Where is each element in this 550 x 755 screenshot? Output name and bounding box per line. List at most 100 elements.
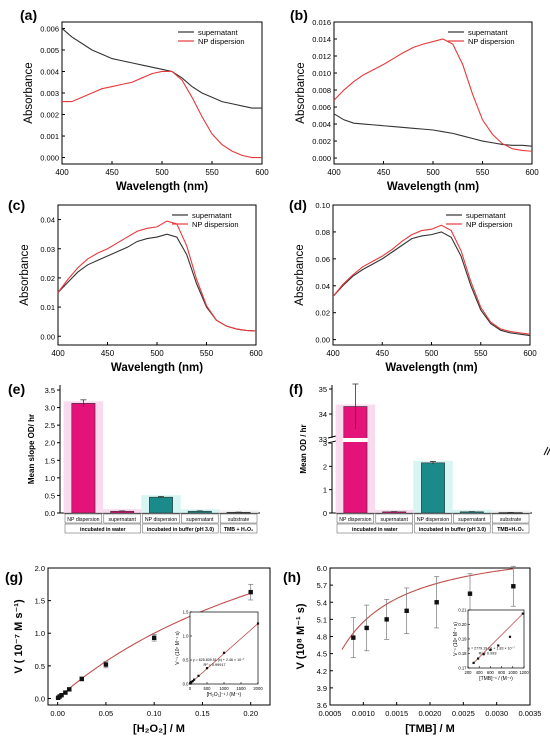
legend-entry: NP dispersion bbox=[192, 220, 239, 229]
y-tick-label: 0.008 bbox=[312, 86, 331, 95]
inset-point bbox=[197, 674, 200, 677]
y-tick-label: 0 bbox=[323, 509, 327, 518]
y-axis-label: Mean slope OD/ hr bbox=[27, 414, 36, 484]
y-axis-label: Absorbance bbox=[23, 62, 35, 123]
inset-y-tick-label: 0.17 bbox=[458, 666, 467, 671]
series-line bbox=[332, 224, 531, 335]
group-box bbox=[336, 523, 413, 534]
category-box bbox=[142, 513, 180, 524]
y-tick-label: 4.8 bbox=[317, 633, 327, 642]
inset-fit-line bbox=[473, 613, 524, 664]
category-label: supernatant bbox=[380, 517, 408, 523]
group-label: incubated in buffer (pH 3.0) bbox=[147, 527, 214, 533]
y-axis-label: Absorbance bbox=[295, 62, 307, 123]
legend-entry: supernatant bbox=[468, 28, 509, 37]
data-point bbox=[248, 589, 253, 595]
category-label: NP dispersion bbox=[417, 517, 449, 523]
inset-y-tick-label: 0.21 bbox=[458, 608, 467, 613]
category-box bbox=[491, 513, 530, 524]
y-tick-label: 2.0 bbox=[35, 564, 45, 573]
inset-x-tick-label: 400 bbox=[476, 670, 484, 675]
group-label: incubated in buffer (pH 3.0) bbox=[419, 527, 486, 533]
inset-x-tick-label: 800 bbox=[498, 670, 506, 675]
inset-r2: R² = 0.99917 bbox=[204, 663, 226, 667]
inset-point bbox=[191, 680, 194, 683]
x-tick-label: 500 bbox=[425, 349, 439, 358]
x-tick-label: 600 bbox=[249, 349, 263, 358]
panel-label: (d) bbox=[289, 197, 307, 213]
category-box bbox=[219, 513, 258, 524]
legend-entry: NP dispersion bbox=[468, 37, 515, 46]
inset-y-tick-label: 0.19 bbox=[458, 637, 467, 642]
inset-frame bbox=[467, 609, 525, 669]
series-line bbox=[57, 220, 257, 332]
inset-point bbox=[256, 622, 260, 625]
x-axis-label: Wavelength (nm) bbox=[385, 362, 477, 374]
panel-b: (b) 400 450 500 550 600 0.000 0.002 0.004 0.006 0.… bbox=[290, 7, 539, 193]
y-tick-label: 0.006 bbox=[40, 24, 59, 33]
panel-e: (e) 0.0 0.5 1.0 1.5 2.0 2.5 3.0 3.5 Mean slope OD… bbox=[8, 381, 260, 534]
x-tick-label: 0.0005 bbox=[319, 709, 342, 718]
y-tick-label: 3.9 bbox=[317, 684, 327, 693]
panel-label: (g) bbox=[5, 569, 23, 585]
data-point bbox=[467, 591, 473, 596]
y-tick-label: 6.0 bbox=[317, 564, 327, 573]
group-box bbox=[64, 523, 141, 534]
data-point bbox=[79, 676, 84, 682]
inset-y-tick-label: 1.5 bbox=[183, 610, 189, 615]
y-tick-label: 0.08 bbox=[315, 228, 330, 237]
data-point bbox=[63, 690, 68, 695]
y-tick-label: 0.0 bbox=[45, 509, 55, 518]
y-tick-label: 0.00 bbox=[315, 336, 330, 345]
y-tick-label: 0.00 bbox=[40, 332, 55, 341]
inset-x-tick-label: 600 bbox=[487, 670, 495, 675]
x-tick-label: 0.0035 bbox=[519, 709, 542, 718]
y-tick-label: 0.001 bbox=[40, 132, 59, 141]
x-tick-label: 0.0015 bbox=[385, 709, 408, 718]
y-tick-label: 4.5 bbox=[317, 650, 327, 659]
y-tick-label: 1.5 bbox=[35, 597, 45, 606]
x-tick-label: 400 bbox=[326, 349, 340, 358]
category-box bbox=[453, 513, 491, 524]
x-tick-label: 550 bbox=[200, 349, 214, 358]
inset-frame bbox=[189, 611, 259, 685]
x-axis-label: Wavelength (nm) bbox=[111, 362, 203, 374]
x-axis-label: [TMB] / M bbox=[405, 723, 454, 735]
y-tick-label: 0.02 bbox=[40, 274, 55, 283]
x-tick-label: 400 bbox=[51, 349, 65, 358]
x-tick-label: 600 bbox=[255, 168, 269, 177]
group-box bbox=[491, 523, 530, 534]
series-line bbox=[57, 233, 257, 332]
bar-halo bbox=[490, 510, 531, 513]
y-tick-label: 0.03 bbox=[40, 245, 55, 254]
bar-break bbox=[342, 438, 369, 442]
inset-x-tick-label: 1000 bbox=[219, 686, 229, 691]
data-point bbox=[151, 635, 157, 641]
inset-equation: y = 2779.19 (x) + 1.83 × 10⁻⁷ bbox=[468, 646, 515, 650]
y-axis-label: Absorbance bbox=[294, 244, 306, 305]
y-tick-label: 0.000 bbox=[312, 154, 331, 163]
x-tick-label: 450 bbox=[105, 168, 119, 177]
y-tick-label: 1 bbox=[323, 486, 327, 495]
y-axis-label: Absorbance bbox=[19, 244, 31, 305]
category-label: NP dispersion bbox=[145, 517, 177, 523]
inset-point bbox=[476, 657, 480, 660]
category-box bbox=[103, 513, 141, 524]
inset-y-tick-label: 0.5 bbox=[183, 658, 189, 663]
y-tick-label: 0.002 bbox=[312, 137, 331, 146]
x-tick-label: 450 bbox=[101, 349, 115, 358]
y-tick-label: 2.0 bbox=[45, 439, 55, 448]
data-point bbox=[351, 635, 356, 640]
x-tick-label: 0.0030 bbox=[485, 709, 508, 718]
inset-x-tick-label: 500 bbox=[204, 686, 212, 691]
legend-entry: supernatant bbox=[192, 211, 233, 220]
x-tick-label: 400 bbox=[327, 168, 341, 177]
data-point bbox=[59, 693, 64, 698]
y-tick-label: 1.0 bbox=[35, 629, 45, 638]
inset-point bbox=[190, 680, 193, 684]
panel-label: (a) bbox=[20, 7, 37, 23]
data-point bbox=[511, 584, 516, 589]
panel-label: (e) bbox=[8, 381, 25, 397]
data-point bbox=[364, 625, 369, 631]
x-tick-label: 0.0025 bbox=[452, 709, 475, 718]
